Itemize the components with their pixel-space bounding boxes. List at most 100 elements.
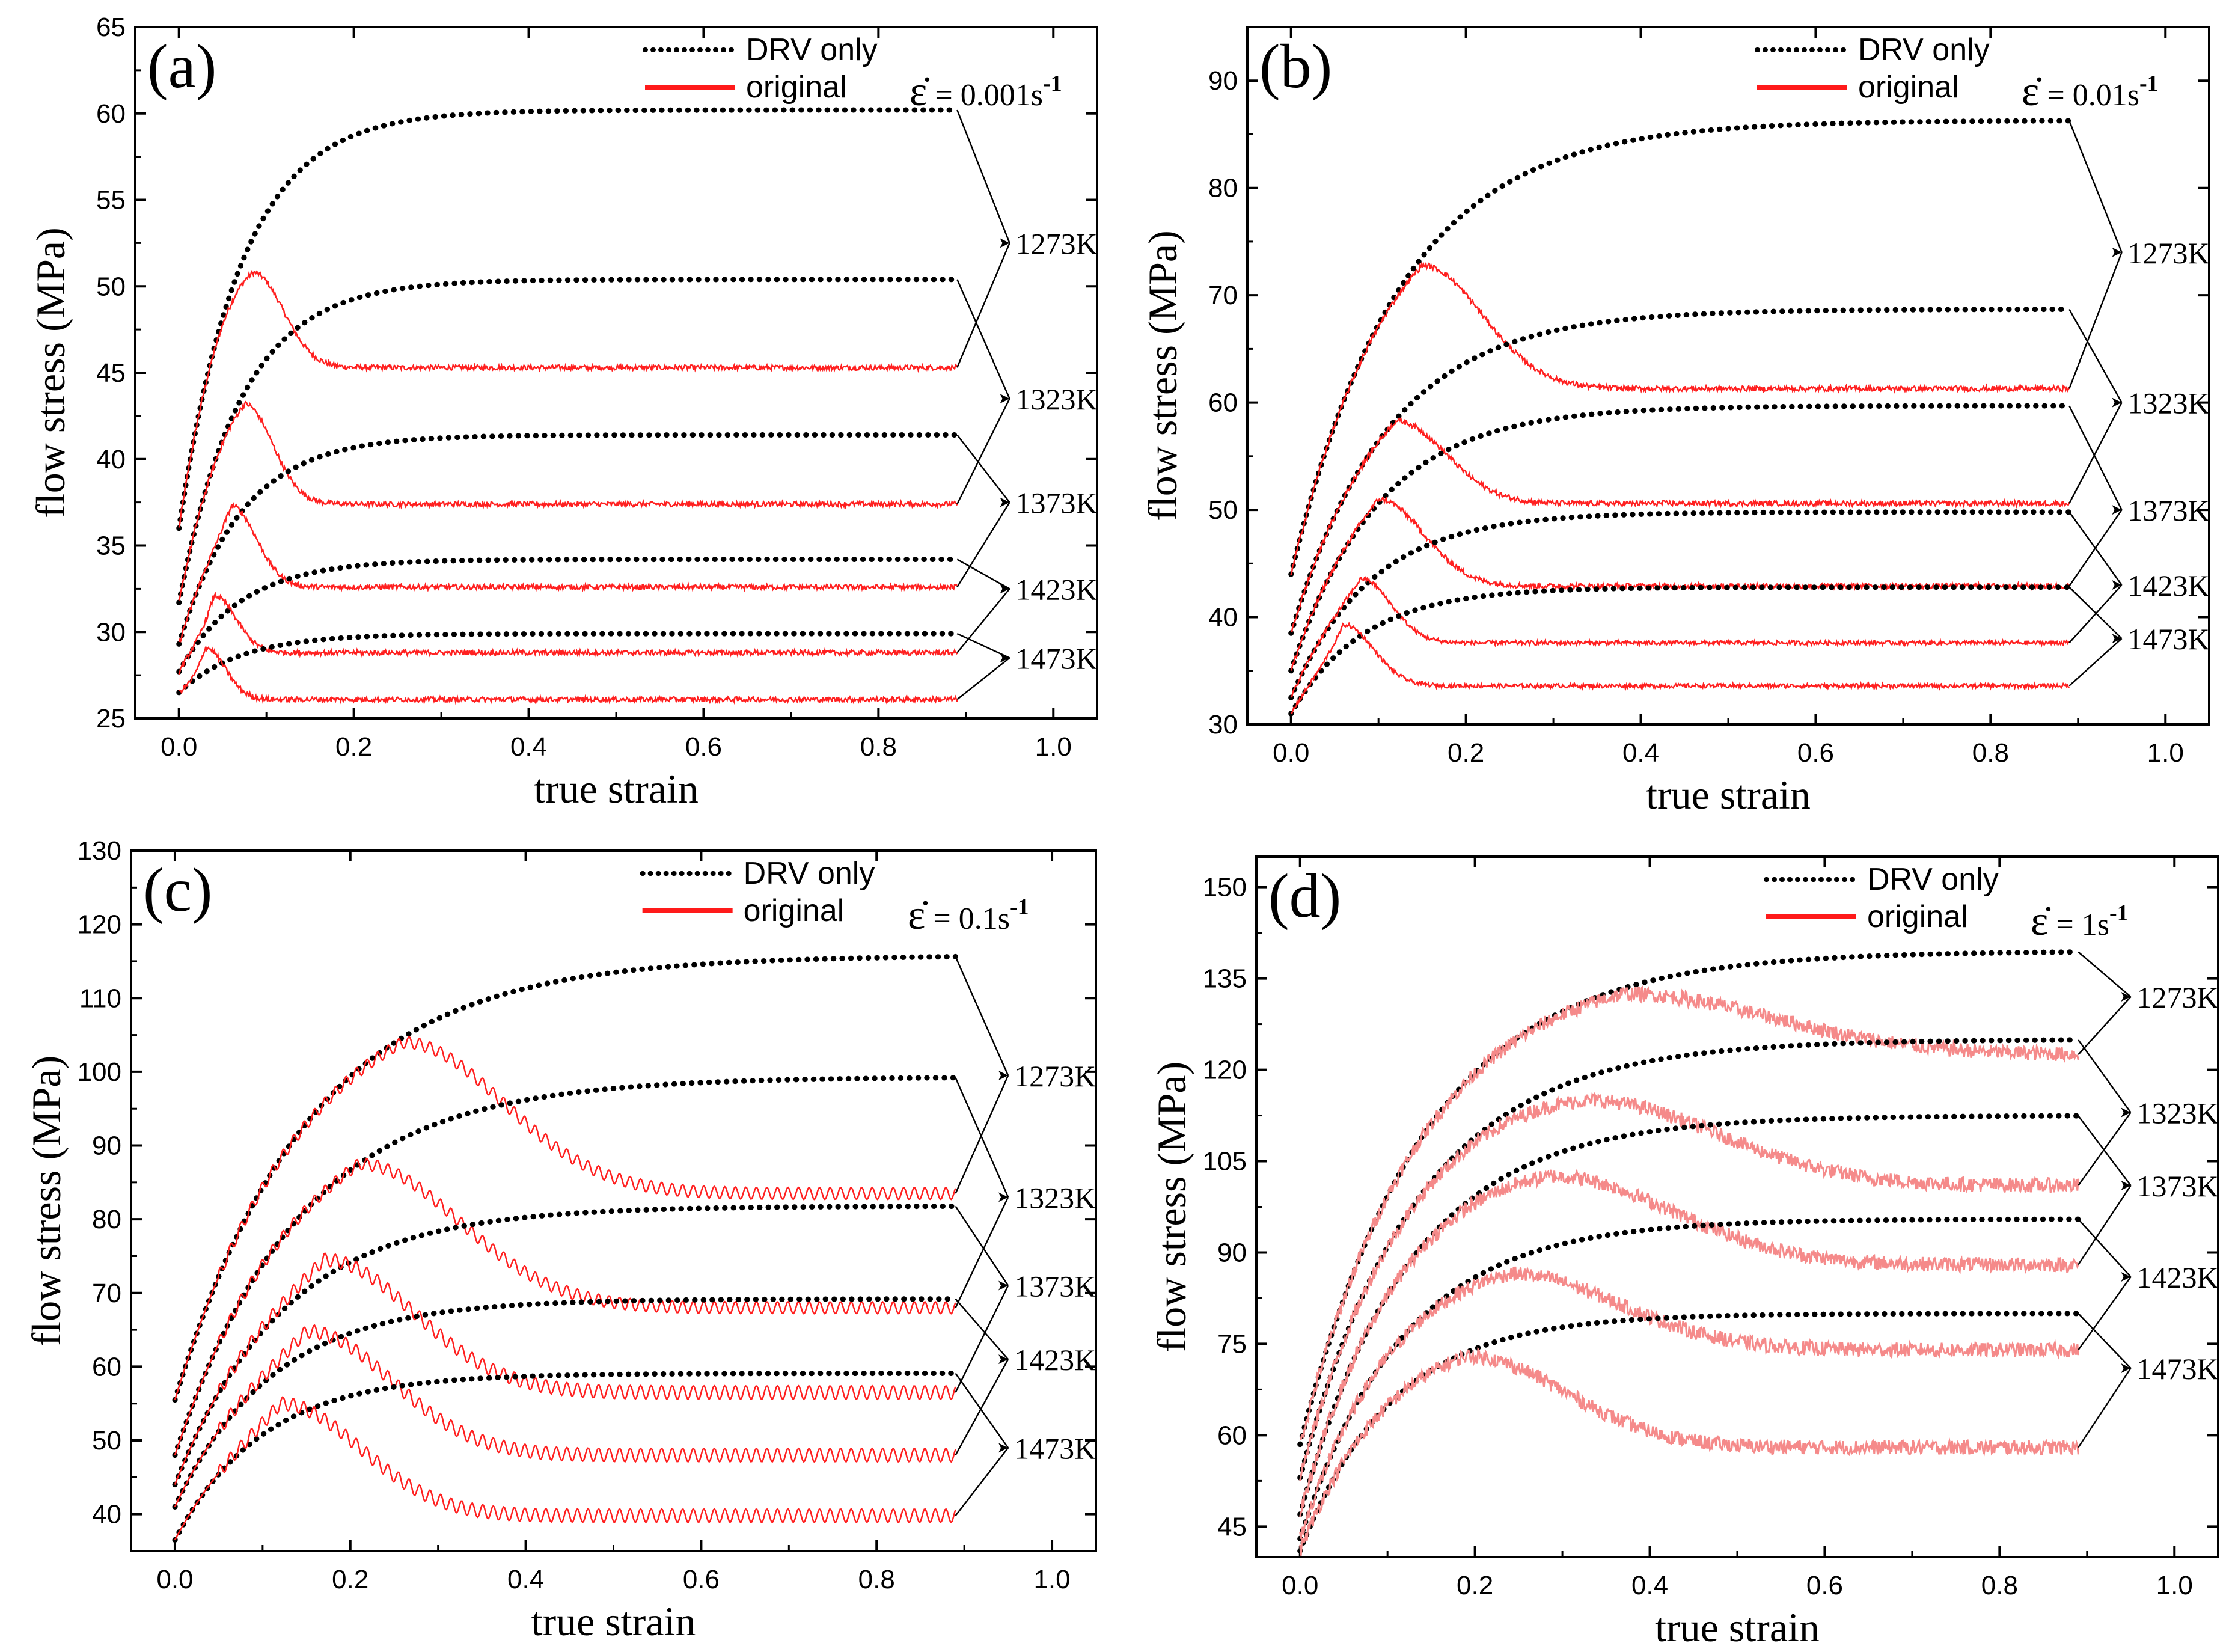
temp-label-1473K: 1473K (2137, 1352, 2219, 1386)
temp-label-1423K: 1423K (2137, 1261, 2219, 1294)
temp-label-1473K: 1473K (2128, 622, 2210, 656)
y-tick-label: 105 (1203, 1147, 1247, 1176)
original-curve-1423K (174, 1324, 956, 1507)
arrow-head (2112, 505, 2122, 515)
y-tick-label: 135 (1203, 964, 1247, 994)
arrow-head (998, 1280, 1009, 1291)
drv-curve-1273K (172, 953, 958, 1403)
y-tick-label: 90 (1217, 1238, 1247, 1267)
drv-curve-1423K (1288, 509, 2072, 700)
temp-label-1373K: 1373K (1014, 1270, 1096, 1303)
temp-label-1423K: 1423K (2128, 569, 2210, 602)
arrow-head (2121, 1107, 2131, 1118)
temp-label-1423K: 1423K (1014, 1343, 1096, 1377)
arrow-drv-1473K (2078, 1313, 2132, 1369)
x-tick-label: 0.4 (507, 1565, 544, 1594)
arrow-original-1323K (955, 1196, 1009, 1308)
drv-curve-1323K (176, 277, 960, 605)
y-tick-label: 45 (1217, 1512, 1247, 1541)
arrow-head (1000, 653, 1010, 663)
temp-label-1473K: 1473K (1016, 641, 1098, 675)
temp-label-1273K: 1273K (2137, 980, 2219, 1014)
y-tick-label: 70 (92, 1279, 121, 1308)
arrow-drv-1473K (2068, 586, 2123, 640)
x-tick-label: 0.6 (685, 732, 722, 762)
drv-curve-1373K (1288, 403, 2072, 674)
strain-rate-label: ε̇ = 0.01s-1 (2022, 69, 2159, 115)
original-curve-1473K (179, 646, 958, 705)
arrow-head (2121, 1363, 2131, 1373)
panel-label: (b) (1259, 32, 1332, 101)
y-tick-label: 65 (96, 13, 126, 42)
legend-drv-label: DRV only (746, 32, 878, 67)
arrow-original-1373K (955, 1285, 1009, 1393)
x-tick-label: 0.4 (1631, 1571, 1668, 1600)
y-axis-title: flow stress (MPa) (1140, 230, 1185, 521)
temp-label-1373K: 1373K (2128, 494, 2210, 527)
arrow-drv-1373K (2078, 1115, 2132, 1186)
x-tick-label: 0.8 (858, 1565, 895, 1594)
arrow-drv-1323K (956, 279, 1010, 399)
temp-label-1473K: 1473K (1014, 1431, 1096, 1465)
x-tick-label: 1.0 (1035, 732, 1072, 762)
arrow-original-1273K (2068, 252, 2123, 389)
arrow-head (998, 1354, 1009, 1365)
arrow-head (2121, 1181, 2131, 1191)
panel-a: 0.0 0.2 0.4 0.6 0.8 1.0 25 30 35 40 45 50 55 60 65 true… (28, 13, 1098, 812)
original-curve-1323K (174, 1157, 956, 1455)
plot-frame (134, 26, 1098, 720)
y-axis-title: flow stress (MPa) (23, 1056, 69, 1347)
drv-curve-1273K (1297, 949, 2081, 1448)
arrow-drv-1473K (955, 1372, 1009, 1449)
arrow-drv-1323K (2068, 308, 2123, 403)
x-tick-label: 0.8 (860, 732, 897, 762)
x-axis-title: true strain (531, 1598, 696, 1644)
drv-curve-1473K (1288, 584, 2072, 717)
y-tick-label: 50 (92, 1426, 121, 1455)
y-tick-label: 60 (96, 99, 126, 129)
arrow-original-1273K (955, 1075, 1009, 1194)
x-tick-label: 0.0 (156, 1565, 193, 1594)
x-axis-title: true strain (1655, 1605, 1820, 1650)
plot-frame (130, 849, 1097, 1552)
arrow-head (998, 1071, 1009, 1081)
y-tick-label: 25 (96, 704, 126, 733)
arrow-head (998, 1192, 1009, 1202)
arrow-original-1373K (2078, 1185, 2132, 1265)
y-tick-label: 90 (92, 1131, 121, 1161)
y-tick-label: 60 (92, 1352, 121, 1381)
arrow-head (2112, 580, 2122, 590)
arrow-drv-1273K (2068, 120, 2123, 253)
arrow-head (2112, 247, 2122, 257)
arrow-head (998, 1443, 1009, 1453)
arrow-drv-1423K (955, 1298, 1009, 1360)
y-tick-label: 80 (1208, 174, 1238, 203)
x-tick-label: 0.4 (1622, 738, 1659, 768)
arrow-drv-1423K (956, 558, 1010, 590)
arrow-head (2112, 634, 2122, 644)
temp-label-1323K: 1323K (1014, 1181, 1096, 1214)
panel-b: 0.0 0.2 0.4 0.6 0.8 1.0 30 40 50 60 70 80 90 true str… (1140, 26, 2210, 818)
x-tick-label: 0.8 (1981, 1571, 2018, 1600)
x-tick-label: 0.2 (332, 1565, 368, 1594)
temp-label-1323K: 1323K (2128, 387, 2210, 420)
arrow-head (2121, 992, 2131, 1002)
strain-rate-label: ε̇ = 1s-1 (2031, 898, 2129, 944)
original-curve-1273K (1290, 261, 2070, 575)
y-tick-label: 45 (96, 358, 126, 388)
x-tick-label: 0.2 (1457, 1571, 1493, 1600)
drv-curve-1473K (176, 631, 960, 696)
arrow-original-1423K (955, 1359, 1009, 1456)
original-curve-1423K (1299, 1265, 2079, 1539)
x-axis-title: true strain (1646, 772, 1811, 818)
arrow-original-1423K (2068, 584, 2123, 644)
drv-curve-1323K (172, 1075, 958, 1458)
legend-original-label: original (744, 893, 845, 928)
panel-label: (a) (147, 32, 216, 101)
temp-label-1323K: 1323K (1016, 382, 1098, 416)
x-tick-label: 0.6 (1806, 1571, 1843, 1600)
arrow-original-1323K (956, 398, 1010, 505)
panel-label: (c) (143, 855, 212, 925)
arrow-head (2121, 1272, 2131, 1282)
y-tick-label: 100 (78, 1057, 121, 1087)
